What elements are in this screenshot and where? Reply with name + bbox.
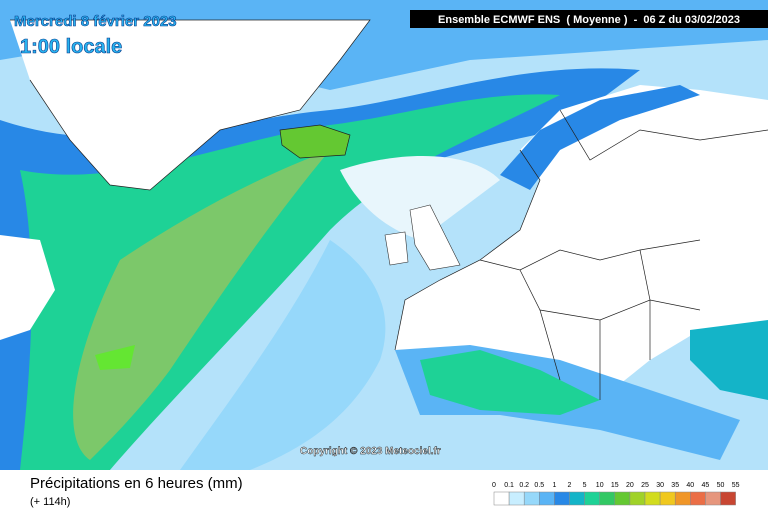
legend-swatch [629,491,646,506]
legend-swatch [599,491,616,506]
legend-swatch [584,491,600,506]
date-title: Mercredi 8 février 2023 [14,13,177,30]
legend-label: 40 [686,482,694,489]
legend-swatch [659,491,676,506]
legend-label: 55 [732,482,740,489]
legend-label: 50 [717,482,725,489]
legend-label: 0.2 [519,482,529,489]
legend-swatch [674,491,691,506]
legend-swatch [554,491,570,506]
legend-label: 0.1 [504,482,514,489]
legend-label: 0 [492,482,496,489]
local-time: 1:00 locale [20,36,122,58]
legend-label: 35 [671,482,679,489]
legend-swatch [493,491,510,506]
model-info: Ensemble ECMWF ENS ( Moyenne ) - 06 Z du… [438,14,740,26]
legend-label: 2 [568,482,572,489]
legend-label: 25 [641,482,649,489]
legend-swatch [539,491,555,506]
legend-swatch [705,491,721,506]
legend-label: 30 [656,482,664,489]
legend-label: 0.5 [534,482,544,489]
legend-swatch [720,491,736,506]
legend-label: 45 [702,482,710,489]
legend-swatch [690,491,706,506]
model-box [410,10,768,28]
lead-time: (+ 114h) [30,496,70,508]
legend-swatch [508,491,525,506]
legend-label: 5 [583,482,587,489]
legend-swatch [614,491,631,506]
footer-title: Précipitations en 6 heures (mm) [30,475,243,492]
copyright: Copyright © 2023 Meteociel.fr [300,446,441,457]
legend-label: 10 [596,482,604,489]
legend: 0 0.1 0.2 0.5 1 2 5 10 15 20 25 30 35 40 45 50 55 [492,482,740,506]
legend-label: 20 [626,482,634,489]
legend-swatch [644,491,661,506]
legend-label: 1 [552,482,556,489]
map [0,0,768,470]
legend-swatch [569,491,585,506]
legend-label: 15 [611,482,619,489]
legend-swatch [523,491,540,506]
